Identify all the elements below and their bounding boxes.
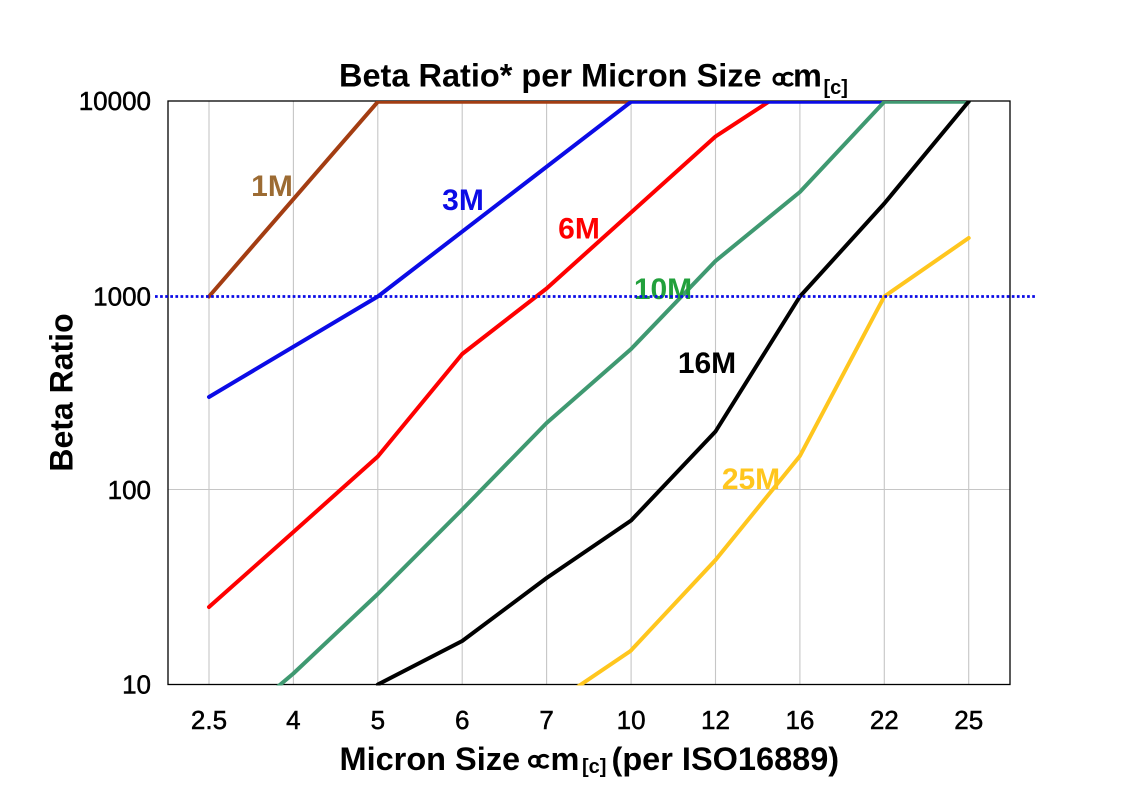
svg-text:6: 6	[455, 705, 469, 735]
svg-text:7: 7	[539, 705, 553, 735]
svg-text:10000: 10000	[79, 86, 151, 116]
svg-text:6M: 6M	[558, 213, 600, 246]
svg-text:5: 5	[371, 705, 385, 735]
svg-text:Micron Size: Micron Size	[340, 741, 521, 777]
svg-text:10: 10	[122, 670, 151, 700]
svg-text:12: 12	[701, 705, 730, 735]
svg-text:Beta Ratio: Beta Ratio	[44, 313, 80, 471]
svg-text:1000: 1000	[93, 282, 151, 312]
svg-text:1M: 1M	[251, 170, 293, 203]
svg-text:m: m	[793, 57, 822, 93]
svg-text:2.5: 2.5	[191, 705, 227, 735]
svg-text:10: 10	[617, 705, 646, 735]
svg-text:100: 100	[108, 475, 151, 505]
svg-text:[c]: [c]	[824, 77, 848, 99]
svg-text:10M: 10M	[634, 273, 692, 306]
svg-text:16: 16	[785, 705, 814, 735]
svg-text:(per ISO16889): (per ISO16889)	[612, 741, 840, 777]
svg-text:Beta Ratio* per Micron Size: Beta Ratio* per Micron Size	[339, 57, 762, 93]
svg-text:25M: 25M	[722, 463, 780, 496]
svg-text:25: 25	[954, 705, 983, 735]
svg-text:22: 22	[870, 705, 899, 735]
svg-text:3M: 3M	[442, 184, 484, 217]
svg-text:[c]: [c]	[582, 756, 606, 778]
svg-text:16M: 16M	[678, 347, 736, 380]
svg-text:m: m	[551, 741, 580, 777]
svg-text:4: 4	[286, 705, 300, 735]
